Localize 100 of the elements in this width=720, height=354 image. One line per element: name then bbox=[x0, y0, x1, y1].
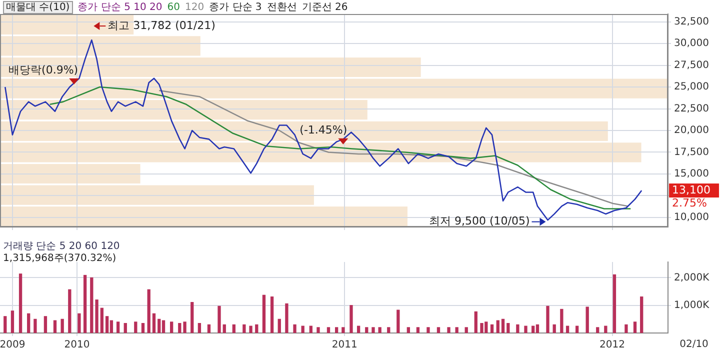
bar bbox=[134, 322, 138, 333]
y-tick-label: 22,500 bbox=[674, 103, 709, 114]
y-tick-label: 27,500 bbox=[674, 60, 709, 71]
bar bbox=[406, 327, 410, 333]
bar bbox=[116, 322, 120, 333]
text: 종가 단순 3 bbox=[209, 2, 262, 13]
bar bbox=[255, 324, 258, 333]
bar bbox=[474, 311, 478, 333]
bar bbox=[4, 316, 7, 333]
chart-subtitle: 1,315,968주(370.32%) bbox=[3, 253, 116, 264]
bar bbox=[183, 322, 186, 333]
bar bbox=[633, 322, 637, 333]
x-tick-label: 2010 bbox=[64, 340, 90, 351]
text: 13,100 bbox=[672, 183, 710, 196]
annotation: (-1.45%) bbox=[300, 123, 348, 136]
y-tick-label: 30,000 bbox=[674, 38, 709, 50]
bar bbox=[53, 320, 57, 333]
legend-title: 종가 단순 5 10 20 bbox=[78, 2, 162, 13]
annotation: 최저 9,500 (10/05) bbox=[428, 214, 530, 228]
bar bbox=[396, 310, 400, 333]
chart-title: 거래량 단순 5 20 60 120 bbox=[3, 241, 120, 252]
bar bbox=[18, 274, 22, 333]
bar bbox=[242, 324, 246, 333]
bar bbox=[372, 327, 375, 333]
annotation: 배당락(0.9%) bbox=[8, 63, 78, 76]
bar bbox=[480, 323, 484, 333]
bar bbox=[141, 323, 145, 333]
bar bbox=[596, 327, 600, 333]
bar bbox=[105, 316, 109, 333]
bar bbox=[378, 327, 382, 333]
bar bbox=[516, 324, 520, 333]
bar bbox=[365, 327, 368, 333]
bar bbox=[83, 274, 87, 333]
bar bbox=[524, 326, 528, 333]
y-tick-label: 2,000K bbox=[674, 272, 710, 284]
bar bbox=[158, 318, 161, 333]
bar bbox=[262, 294, 266, 333]
bar bbox=[560, 308, 564, 333]
bar bbox=[218, 306, 221, 333]
text: 120 bbox=[184, 2, 204, 13]
bar bbox=[316, 327, 320, 333]
bar bbox=[464, 327, 468, 333]
bar bbox=[624, 324, 628, 333]
bar bbox=[152, 313, 156, 333]
annotation: 최고 31,782 (01/21) bbox=[108, 18, 216, 32]
text: 60 bbox=[167, 2, 180, 13]
bar bbox=[575, 326, 579, 333]
bar bbox=[496, 320, 500, 333]
bar bbox=[640, 296, 644, 333]
bar bbox=[436, 327, 440, 333]
bar bbox=[447, 327, 450, 333]
bar bbox=[326, 327, 330, 333]
bar bbox=[506, 323, 510, 333]
y-tick-label: 32,500 bbox=[674, 16, 709, 28]
bar bbox=[490, 324, 494, 333]
chart-title: 매물대 수(10) bbox=[3, 1, 73, 14]
bar bbox=[501, 318, 505, 333]
bar bbox=[162, 320, 166, 333]
bar bbox=[124, 323, 127, 333]
y-tick-label: 1,000K bbox=[674, 300, 710, 311]
text: 02/10 bbox=[680, 339, 708, 350]
bar bbox=[278, 318, 281, 333]
y-tick-label: 25,000 bbox=[674, 82, 709, 93]
bar bbox=[455, 327, 458, 333]
bar bbox=[178, 323, 182, 333]
bar bbox=[68, 289, 72, 333]
y-tick-label: 10,000 bbox=[674, 212, 709, 224]
bar bbox=[334, 327, 338, 333]
bar bbox=[532, 326, 535, 333]
bar bbox=[90, 277, 94, 333]
bar bbox=[293, 324, 296, 333]
bar bbox=[426, 327, 430, 333]
bar bbox=[232, 324, 236, 333]
bar bbox=[604, 326, 608, 333]
bar bbox=[95, 300, 98, 333]
bar bbox=[342, 327, 345, 333]
bar bbox=[552, 324, 556, 333]
bar bbox=[10, 310, 14, 333]
bar bbox=[566, 326, 570, 333]
y-tick-label: 17,500 bbox=[674, 146, 709, 158]
bar bbox=[0, 57, 421, 78]
bar bbox=[586, 306, 589, 333]
text: 전환선 bbox=[266, 2, 297, 13]
bar bbox=[190, 302, 194, 333]
bar bbox=[270, 296, 274, 333]
bar bbox=[387, 327, 390, 333]
bar bbox=[249, 326, 252, 333]
text: 기준선 26 bbox=[302, 2, 348, 13]
bar bbox=[27, 313, 30, 333]
y-tick-label: 15,000 bbox=[674, 168, 709, 180]
bar bbox=[100, 308, 104, 333]
bar bbox=[536, 324, 540, 333]
bar bbox=[198, 323, 202, 333]
bar bbox=[78, 313, 81, 333]
bar bbox=[110, 320, 114, 333]
bar bbox=[0, 164, 140, 184]
bar bbox=[60, 318, 64, 333]
bar bbox=[356, 326, 360, 333]
x-tick-label: 2009 bbox=[0, 340, 26, 351]
text: 2.75% bbox=[672, 196, 707, 210]
